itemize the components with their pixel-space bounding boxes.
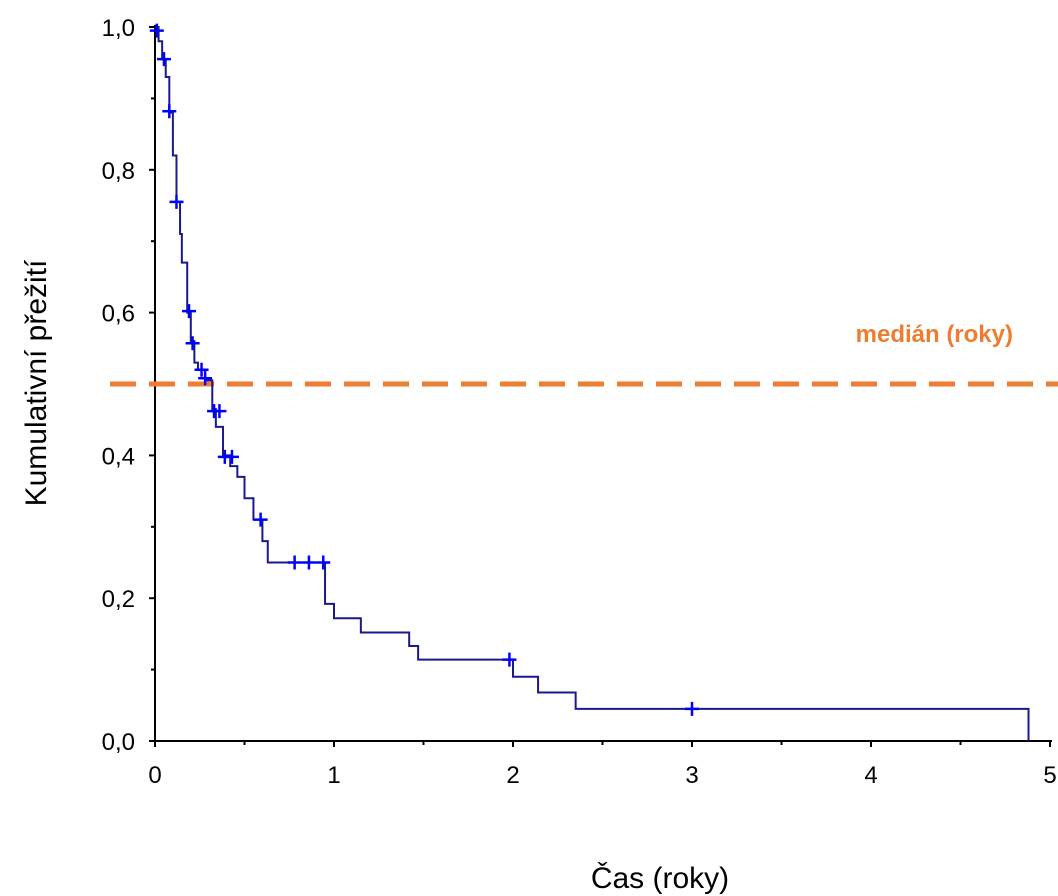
censor-mark [149,23,164,38]
x-axis-ticks: 0 1 2 3 4 5 [148,741,1057,789]
censor-mark [156,52,171,67]
y-tick-label: 0,2 [102,586,135,613]
censor-mark [169,194,184,209]
median-label: medián (roky) [856,321,1013,348]
y-axis: 0,0 0,2 0,4 0,6 0,8 1,0 [102,15,156,756]
censor-mark [162,104,177,119]
y-tick-label: 0,8 [102,158,135,185]
censor-mark [198,371,213,386]
x-axis-title: Čas (roky) [591,861,729,895]
x-axis: 0 1 2 3 4 5 [148,740,1057,789]
censor-mark [224,449,239,464]
censor-mark [212,404,227,419]
x-tick-label: 1 [327,762,340,789]
x-tick-label: 4 [864,762,877,789]
x-tick-label: 2 [506,762,519,789]
survival-series [155,26,1030,741]
y-axis-title: Kumulativní přežití [20,259,53,506]
y-tick-label: 0,0 [102,729,135,756]
y-tick-label: 1,0 [102,15,135,42]
censor-mark [502,652,517,667]
censor-mark [287,555,302,570]
censor-marks [149,23,699,716]
x-tick-label: 3 [685,762,698,789]
y-axis-ticks: 0,0 0,2 0,4 0,6 0,8 1,0 [102,15,155,756]
censor-mark [194,362,209,377]
censor-mark [182,304,197,319]
x-tick-label: 5 [1043,762,1056,789]
censor-mark [316,555,331,570]
censor-mark [253,512,268,527]
y-tick-label: 0,6 [102,301,135,328]
y-tick-label: 0,4 [102,443,135,470]
censor-mark [185,336,200,351]
x-tick-label: 0 [148,762,161,789]
survival-step-line [155,26,1030,741]
censor-mark [685,701,699,716]
censor-mark [301,555,316,570]
